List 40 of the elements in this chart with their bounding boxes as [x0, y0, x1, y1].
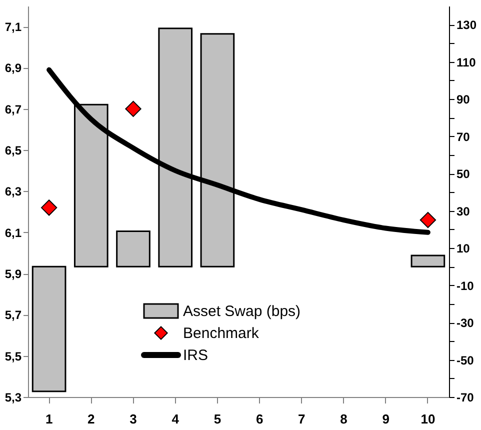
x-tick-label: 2 — [88, 412, 95, 426]
y-tick-label: 6,1 — [4, 226, 22, 240]
legend-label: Benchmark — [183, 325, 260, 342]
y-tick-label: 5,9 — [4, 267, 22, 282]
x-tick-label: 3 — [130, 412, 137, 426]
y2-tick-label: 110 — [456, 55, 476, 70]
y-tick-label: 6,9 — [4, 61, 22, 76]
y-tick-label: 5,7 — [4, 308, 22, 322]
y-tick-label: 7,1 — [4, 20, 22, 34]
x-tick-label: 5 — [214, 412, 222, 426]
x-tick-label: 10 — [420, 412, 436, 426]
y2-tick-label: 10 — [456, 242, 470, 256]
bar — [32, 266, 66, 392]
y2-tick-label: -50 — [456, 353, 474, 368]
y2-tick-label: -10 — [456, 278, 474, 293]
y-tick-label: 6,5 — [4, 144, 22, 158]
y-tick-label: 5,5 — [4, 349, 22, 364]
y2-tick-label: 90 — [456, 92, 470, 107]
point — [125, 100, 142, 117]
y2-tick-label: -30 — [456, 316, 474, 330]
x-tick-label: 4 — [172, 412, 180, 426]
y2-tick-label: 70 — [456, 130, 470, 144]
y-tick-label: 6,7 — [4, 102, 22, 116]
point — [420, 212, 436, 228]
x-tick-label: 9 — [382, 412, 390, 426]
x-tick-label: 6 — [256, 412, 264, 426]
legend-label: IRS — [183, 347, 208, 364]
x-tick-label: 1 — [45, 412, 53, 426]
point — [40, 200, 58, 216]
y-tick-label: 5,3 — [4, 390, 22, 404]
bar — [116, 230, 150, 268]
bar — [410, 254, 446, 268]
legend-label: Asset Swap (bps) — [183, 303, 301, 320]
y2-tick-label: 50 — [456, 167, 470, 182]
x-tick-label: 8 — [340, 412, 348, 426]
x-tick-label: 7 — [298, 412, 306, 426]
y2-tick-label: 130 — [456, 18, 477, 32]
y-tick-label: 6,3 — [4, 184, 22, 199]
y2-tick-label: -70 — [456, 390, 474, 404]
y2-tick-label: 30 — [456, 204, 470, 218]
